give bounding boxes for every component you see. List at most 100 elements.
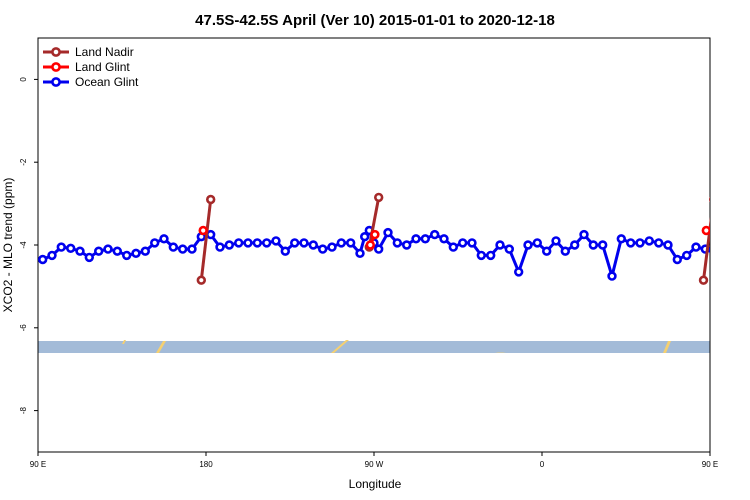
ocean-glint-point [653, 238, 664, 248]
land-nadir-point [709, 196, 710, 203]
ocean-glint-point [532, 238, 542, 248]
ocean-glint-point [121, 250, 132, 261]
ocean-glint-point [47, 250, 57, 261]
ocean-glint-point [504, 244, 514, 254]
ocean-glint-point [150, 238, 160, 248]
ocean-glint-point [75, 246, 85, 256]
ocean-glint-point [476, 250, 486, 261]
ocean-glint-point [420, 234, 430, 244]
land-nadir-point [196, 275, 207, 285]
x-tick-label: 90 E [702, 460, 718, 469]
ocean-glint-point [635, 238, 645, 248]
land-glint-point [365, 240, 375, 250]
ocean-glint-point [215, 242, 225, 252]
ocean-glint-point [458, 238, 468, 248]
y-tick-label: -4 [19, 241, 28, 249]
legend-land-glint-marker [51, 62, 61, 72]
ocean-glint-point [56, 242, 66, 252]
ocean-glint-point [730, 250, 737, 257]
ocean-glint-point [672, 254, 682, 265]
ocean-glint-point [467, 238, 477, 248]
y-tick-label: -2 [19, 158, 28, 166]
ocean-glint-point [569, 240, 580, 250]
y-tick-label: 0 [19, 77, 28, 82]
y-axis: 0 -2 -4 -6 -8 [19, 77, 38, 414]
ocean-glint-point [739, 246, 746, 253]
ocean-glint-point [495, 240, 505, 250]
ocean-glint-point [597, 240, 608, 250]
ocean-glint-point [579, 229, 589, 240]
x-axis-label: Longitude [349, 477, 402, 491]
ocean-glint-point [38, 254, 48, 265]
ocean-glint-point [159, 234, 169, 244]
ocean-glint-point [681, 250, 692, 261]
ocean-glint-point [318, 244, 328, 254]
x-axis: 90 E 180 90 W 0 90 E [30, 452, 718, 469]
x-tick-label: 0 [540, 460, 545, 469]
ocean-glint-point [448, 242, 458, 252]
ocean-glint-point [234, 238, 244, 248]
ocean-glint-point [84, 252, 95, 263]
ocean-glint-point [336, 238, 346, 248]
ocean-glint-point [271, 236, 281, 246]
legend-ocean-glint-label: Ocean Glint [75, 75, 139, 89]
ocean-glint-point [308, 240, 318, 250]
ocean-glint-point [280, 246, 290, 256]
x-tick-label: 90 W [365, 460, 384, 469]
ocean-glint-point [588, 240, 598, 250]
ocean-glint-point [486, 250, 496, 261]
ocean-glint-point [262, 238, 272, 248]
y-tick-label: -6 [19, 324, 28, 332]
ocean-glint-point [112, 246, 123, 256]
x-tick-label: 90 E [30, 460, 46, 469]
ocean-glint-point [168, 242, 179, 252]
land-mask-band-layer [38, 340, 710, 353]
land-glint-point [198, 225, 208, 236]
y-axis-label: XCO2 - MLO trend (ppm) [1, 178, 15, 313]
land-glint-point [701, 225, 710, 236]
land-mask-band [38, 341, 710, 353]
ocean-glint-point [93, 246, 104, 256]
ocean-glint-point [430, 229, 440, 240]
land-patch [156, 341, 166, 353]
ocean-glint-point [243, 238, 253, 248]
ocean-glint-point [439, 234, 449, 244]
y-tick-label: -8 [19, 406, 28, 414]
ocean-glint-point [374, 244, 384, 254]
ocean-glint-point [360, 232, 370, 242]
ocean-glint-point [140, 246, 151, 256]
ocean-glint-point [392, 238, 402, 248]
ocean-glint-point [523, 240, 533, 250]
ocean-glint-point [625, 238, 636, 248]
land-patch [495, 352, 506, 353]
ocean-glint-point [541, 246, 552, 256]
ocean-glint-point [721, 254, 728, 261]
land-glint-point [370, 229, 380, 240]
ocean-glint-point [411, 234, 421, 244]
ocean-glint-point [290, 238, 300, 248]
land-patch [663, 341, 671, 353]
legend-land-nadir-label: Land Nadir [75, 45, 134, 59]
land-patch [331, 340, 349, 353]
ocean-glint-point [711, 250, 718, 257]
ocean-glint-point [299, 238, 309, 248]
ocean-glint-point [224, 240, 235, 250]
land-patch [122, 340, 126, 344]
ocean-glint-point [560, 246, 570, 256]
land-nadir-point [698, 275, 709, 285]
land-nadir-line [702, 216, 710, 281]
chart-title: 47.5S-42.5S April (Ver 10) 2015-01-01 to… [195, 12, 555, 29]
ocean-glint-point [663, 240, 673, 250]
ocean-glint-point [513, 267, 524, 277]
ocean-glint-point [355, 248, 365, 259]
series-layer [38, 192, 746, 285]
ocean-glint-point [616, 234, 626, 244]
ocean-glint-point [252, 238, 262, 248]
ocean-glint-point [346, 238, 356, 248]
land-nadir-point [374, 192, 384, 203]
ocean-glint-point [383, 227, 393, 238]
ocean-glint-point [65, 243, 76, 254]
x-tick-label: 180 [199, 460, 213, 469]
